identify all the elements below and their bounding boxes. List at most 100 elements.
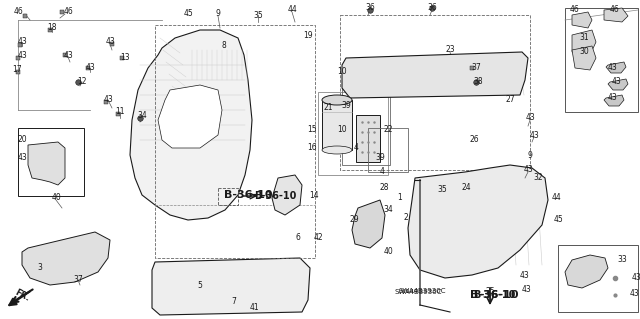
Text: 10: 10 (337, 125, 347, 135)
Ellipse shape (322, 95, 352, 105)
Text: 12: 12 (77, 78, 87, 86)
Text: 21: 21 (323, 103, 333, 113)
Text: B-36-10: B-36-10 (473, 290, 515, 300)
Text: 32: 32 (533, 174, 543, 182)
Text: 43: 43 (17, 153, 27, 162)
Polygon shape (604, 95, 624, 106)
Text: 4: 4 (380, 167, 385, 176)
Text: 10: 10 (337, 68, 347, 77)
Text: 11: 11 (115, 108, 125, 116)
Polygon shape (572, 30, 596, 55)
Text: 46: 46 (609, 5, 619, 14)
Bar (356, 115, 380, 162)
Text: 7: 7 (232, 298, 236, 307)
Text: 43: 43 (17, 51, 27, 61)
Text: 30: 30 (579, 48, 589, 56)
Text: 45: 45 (553, 216, 563, 225)
Text: 43: 43 (103, 95, 113, 105)
Text: B-36-10: B-36-10 (470, 290, 518, 300)
Text: 44: 44 (287, 5, 297, 14)
Polygon shape (158, 85, 222, 148)
Text: 6: 6 (296, 234, 300, 242)
Polygon shape (272, 175, 302, 215)
Text: 44: 44 (551, 194, 561, 203)
Polygon shape (352, 200, 385, 248)
Polygon shape (22, 232, 110, 285)
Text: 43: 43 (529, 130, 539, 139)
Text: SWA4B3930C: SWA4B3930C (394, 289, 442, 295)
Text: 43: 43 (523, 166, 533, 174)
Polygon shape (130, 30, 252, 220)
Text: 39: 39 (375, 153, 385, 162)
Text: 28: 28 (380, 183, 388, 192)
Bar (18, 128, 84, 196)
Text: 43: 43 (85, 63, 95, 72)
Polygon shape (152, 258, 310, 315)
Text: 26: 26 (469, 136, 479, 145)
Text: 9: 9 (527, 151, 532, 160)
Text: 27: 27 (505, 95, 515, 105)
Text: 36: 36 (427, 4, 437, 12)
Text: SWA4B3930C: SWA4B3930C (398, 288, 445, 294)
Text: 24: 24 (461, 183, 471, 192)
Text: 40: 40 (383, 248, 393, 256)
Text: 29: 29 (349, 216, 359, 225)
Polygon shape (408, 165, 548, 278)
Text: 35: 35 (253, 11, 263, 19)
Bar (322, 100, 352, 150)
Polygon shape (604, 8, 628, 22)
Text: 43: 43 (519, 271, 529, 279)
Text: 1: 1 (397, 194, 403, 203)
Text: 33: 33 (617, 256, 627, 264)
Text: 22: 22 (383, 125, 393, 135)
Text: 41: 41 (249, 303, 259, 313)
Bar (318, 92, 388, 175)
Text: 19: 19 (303, 31, 313, 40)
Text: 23: 23 (445, 46, 455, 55)
Text: 43: 43 (629, 290, 639, 299)
Text: 9: 9 (216, 10, 220, 19)
Polygon shape (572, 12, 592, 28)
Text: 43: 43 (105, 38, 115, 47)
Text: 8: 8 (221, 41, 227, 49)
Bar (155, 25, 315, 258)
Text: 20: 20 (17, 136, 27, 145)
Text: 16: 16 (307, 144, 317, 152)
Polygon shape (608, 79, 628, 90)
Polygon shape (342, 52, 528, 98)
Bar (565, 8, 638, 112)
Text: 42: 42 (313, 234, 323, 242)
Text: 45: 45 (183, 10, 193, 19)
Text: 43: 43 (631, 273, 640, 283)
Ellipse shape (322, 146, 352, 154)
Text: 34: 34 (137, 110, 147, 120)
Polygon shape (28, 142, 65, 185)
Text: 25: 25 (485, 287, 495, 296)
Text: 43: 43 (521, 286, 531, 294)
Text: 3: 3 (38, 263, 42, 272)
Text: 46: 46 (63, 8, 73, 17)
Text: 40: 40 (51, 194, 61, 203)
Text: 43: 43 (525, 114, 535, 122)
Text: 18: 18 (47, 24, 57, 33)
Bar (368, 128, 408, 172)
Polygon shape (606, 62, 626, 73)
Bar (218, 188, 238, 205)
Text: 4: 4 (353, 144, 358, 152)
Polygon shape (565, 255, 608, 288)
Bar (558, 245, 638, 312)
Text: 14: 14 (309, 190, 319, 199)
Text: 36: 36 (365, 4, 375, 12)
Polygon shape (572, 46, 596, 70)
Text: 2: 2 (404, 213, 408, 222)
Text: 34: 34 (383, 205, 393, 214)
Text: 46: 46 (569, 5, 579, 14)
Text: 43: 43 (611, 78, 621, 86)
Text: 35: 35 (437, 186, 447, 195)
Text: 43: 43 (63, 50, 73, 60)
Text: B-36-10: B-36-10 (254, 191, 296, 201)
Text: 38: 38 (473, 78, 483, 86)
Text: 37: 37 (73, 276, 83, 285)
Text: 46: 46 (13, 8, 23, 17)
Text: 17: 17 (12, 65, 22, 75)
